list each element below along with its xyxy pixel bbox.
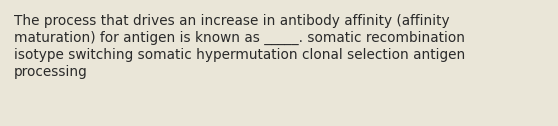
Text: maturation) for antigen is known as _____. somatic recombination: maturation) for antigen is known as ____… bbox=[14, 31, 465, 45]
Text: processing: processing bbox=[14, 65, 88, 79]
Text: The process that drives an increase in antibody affinity (affinity: The process that drives an increase in a… bbox=[14, 14, 450, 28]
Text: isotype switching somatic hypermutation clonal selection antigen: isotype switching somatic hypermutation … bbox=[14, 48, 465, 62]
